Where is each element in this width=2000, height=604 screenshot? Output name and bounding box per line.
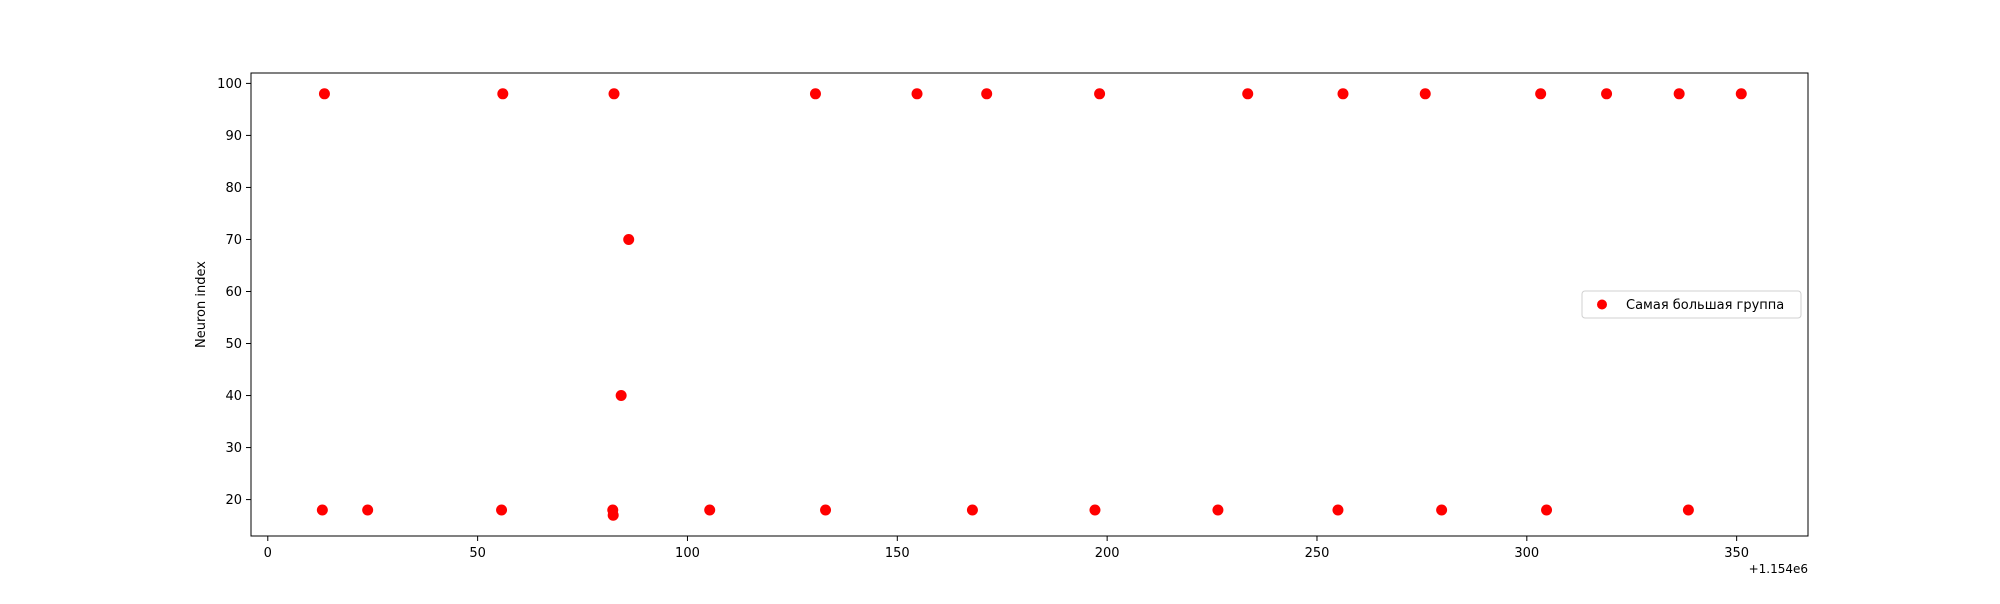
data-point — [1735, 88, 1747, 100]
data-point — [1601, 88, 1613, 100]
y-tick-label: 90 — [225, 129, 242, 144]
data-points — [316, 88, 1747, 521]
data-point — [1673, 88, 1685, 100]
y-tick-label: 100 — [217, 77, 242, 92]
data-point — [1242, 88, 1254, 100]
data-point — [966, 504, 978, 516]
y-tick-label: 60 — [225, 285, 242, 300]
x-tick-label: 50 — [469, 546, 486, 561]
y-axis-label: Neuron index — [194, 261, 209, 348]
data-point — [1332, 504, 1344, 516]
legend-entry-label: Самая большая группа — [1626, 298, 1784, 313]
x-offset-label: +1.154e6 — [1749, 562, 1808, 576]
data-point — [316, 504, 328, 516]
data-point — [362, 504, 374, 516]
data-point — [496, 504, 508, 516]
legend: Самая большая группа — [1581, 290, 1802, 319]
x-tick-label: 200 — [1095, 546, 1120, 561]
data-point — [1419, 88, 1431, 100]
data-point — [608, 88, 620, 100]
x-tick-label: 0 — [264, 546, 272, 561]
y-tick-label: 40 — [225, 389, 242, 404]
x-tick-label: 150 — [885, 546, 910, 561]
data-point — [623, 233, 635, 245]
data-point — [1436, 504, 1448, 516]
axis-ticks: 0 50 100 150 200 250 300 350 20 30 40 50 60 70 80 90 100 — [217, 77, 1749, 561]
data-point — [1094, 88, 1106, 100]
y-tick-label: 70 — [225, 233, 242, 248]
data-point — [497, 88, 509, 100]
y-tick-label: 20 — [225, 493, 242, 508]
data-point — [820, 504, 832, 516]
data-point — [1337, 88, 1349, 100]
data-point — [809, 88, 821, 100]
x-tick-label: 300 — [1514, 546, 1539, 561]
y-tick-label: 80 — [225, 181, 242, 196]
data-point — [615, 390, 627, 402]
legend-marker — [1597, 299, 1607, 310]
data-point — [1212, 504, 1224, 516]
plot-frame — [250, 72, 1809, 537]
x-tick-label: 250 — [1305, 546, 1330, 561]
data-point — [1541, 504, 1553, 516]
data-point — [1535, 88, 1547, 100]
data-point — [1089, 504, 1101, 516]
data-point — [911, 88, 923, 100]
legend-box — [1581, 290, 1802, 319]
y-tick-label: 30 — [225, 441, 242, 456]
data-point — [318, 88, 330, 100]
data-point — [607, 509, 619, 521]
x-tick-label: 100 — [675, 546, 700, 561]
data-point — [704, 504, 716, 516]
y-tick-label: 50 — [225, 337, 242, 352]
data-point — [1682, 504, 1694, 516]
x-tick-label: 350 — [1724, 546, 1749, 561]
data-point — [981, 88, 993, 100]
